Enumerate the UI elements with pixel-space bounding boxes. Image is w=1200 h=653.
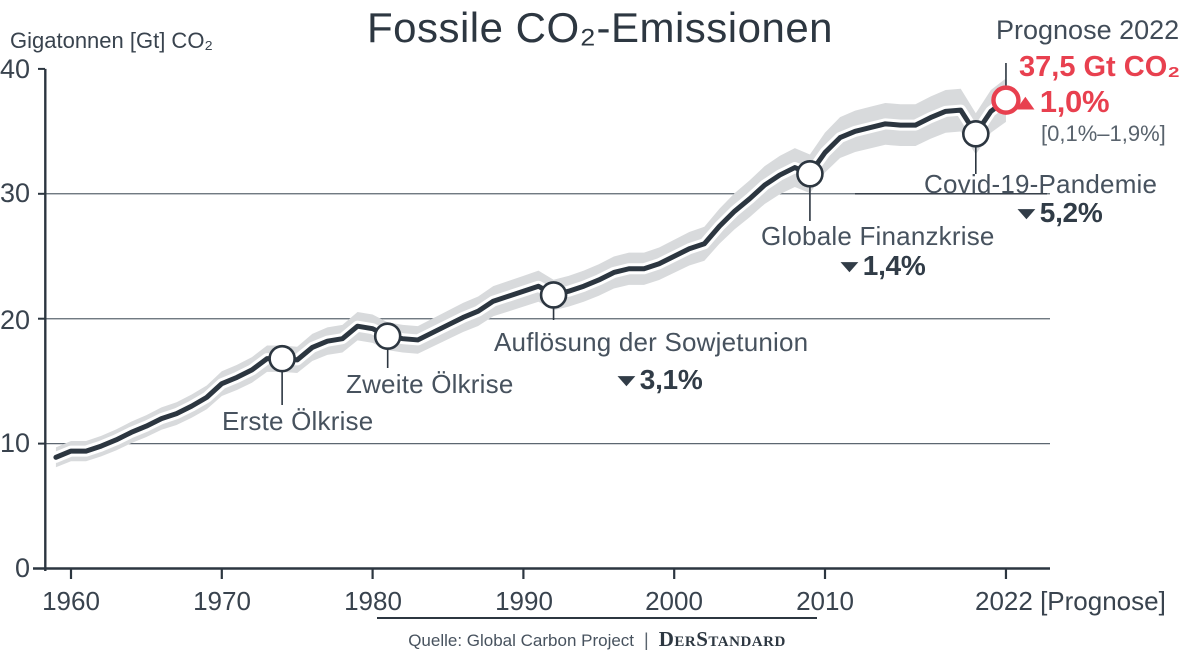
- x-tick-1990: 1990: [495, 586, 553, 616]
- chart-title: Fossile CO₂-Emissionen: [366, 4, 834, 51]
- emissions-line: [53, 97, 1009, 460]
- event-marker-1974: [268, 344, 296, 373]
- brand-logo: DerStandard: [658, 627, 786, 651]
- y-tick-40: 40: [0, 54, 31, 84]
- y-tick-20: 20: [0, 305, 31, 335]
- x-tick-1960: 1960: [42, 586, 100, 616]
- x-tick-2010: 2010: [796, 586, 854, 616]
- annotation-finanzkrise: Globale Finanzkrise: [761, 221, 995, 251]
- change-sowjetunion: ▼ 3,1%: [611, 364, 703, 396]
- change-value: 5,2%: [1039, 197, 1103, 228]
- forecast-title: Prognose 2022: [996, 15, 1180, 45]
- change-finanzkrise: ▼ 1,4%: [834, 250, 926, 282]
- annotation-sowjetunion: Auflösung der Sowjetunion: [494, 327, 809, 357]
- event-marker-1981: [373, 322, 402, 350]
- change-value: 1,0%: [1039, 84, 1110, 119]
- y-axis-unit-label: Gigatonnen [Gt] CO₂: [10, 28, 213, 53]
- x-tick-1980: 1980: [344, 586, 402, 616]
- annotation-zweite-oelkrise: Zweite Ölkrise: [346, 369, 514, 399]
- decline-triangle-icon: ▼: [1011, 203, 1042, 223]
- annotation-erste-oelkrise: Erste Ölkrise: [222, 406, 374, 436]
- change-value: 1,4%: [862, 250, 926, 281]
- forecast-range: [0,1%–1,9%]: [1041, 121, 1166, 146]
- event-marker-1992: [539, 281, 568, 309]
- increase-triangle-icon: ▲: [1010, 89, 1041, 114]
- event-marker-2020: [961, 120, 990, 148]
- forecast-marker: [991, 85, 1021, 115]
- x-tick-2022-prognose: 2022 [Prognose]: [975, 586, 1166, 616]
- forecast-value: 37,5 Gt CO₂: [1019, 51, 1181, 83]
- change-covid: ▼ 5,2%: [1011, 197, 1103, 229]
- forecast-change: ▲ 1,0%: [1010, 84, 1110, 120]
- decline-triangle-icon: ▼: [611, 370, 642, 390]
- footer-separator: |: [644, 630, 649, 650]
- y-tick-0: 0: [14, 553, 30, 583]
- annotation-covid: Covid-19-Pandemie: [924, 169, 1158, 199]
- decline-triangle-icon: ▼: [834, 256, 865, 276]
- x-tick-2000: 2000: [645, 586, 703, 616]
- uncertainty-band: [55, 78, 1006, 468]
- change-value: 3,1%: [639, 364, 703, 395]
- chart-footer: Quelle: Global Carbon Project | DerStand…: [377, 617, 817, 652]
- event-marker-2009: [796, 160, 824, 188]
- y-tick-10: 10: [0, 428, 31, 458]
- y-tick-30: 30: [0, 178, 31, 208]
- source-credit: Quelle: Global Carbon Project: [408, 631, 635, 650]
- x-tick-1970: 1970: [193, 586, 251, 616]
